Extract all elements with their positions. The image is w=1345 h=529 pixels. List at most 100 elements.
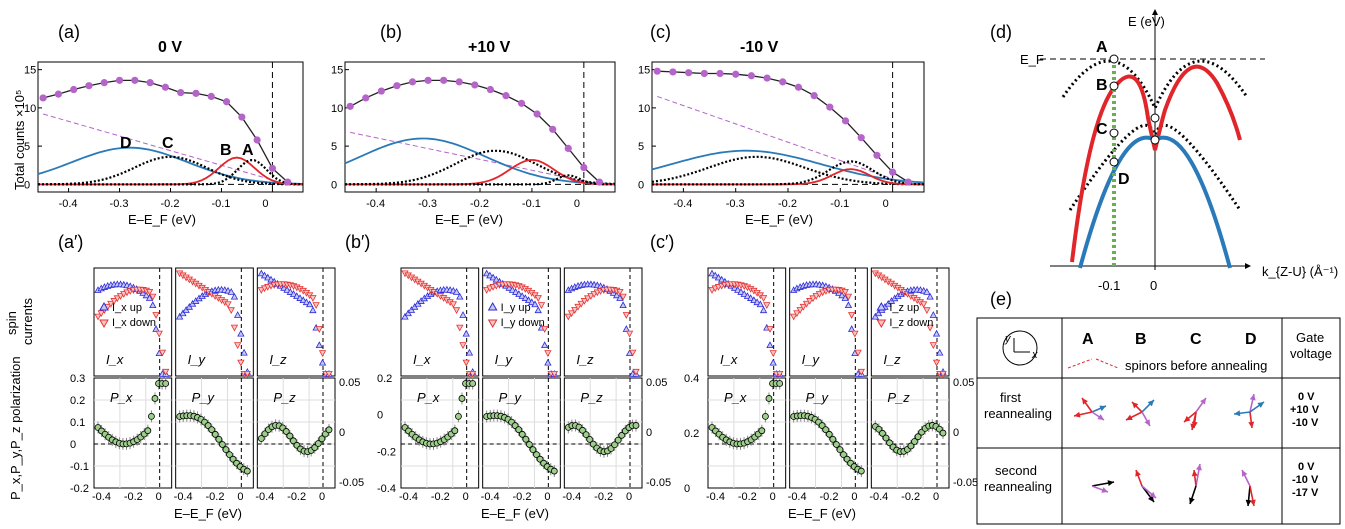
data-point bbox=[685, 69, 693, 77]
pol-point bbox=[825, 430, 833, 438]
spin-down-marker bbox=[796, 307, 804, 314]
data-point bbox=[889, 168, 897, 176]
pol-subpanel bbox=[870, 377, 950, 489]
pol-point bbox=[286, 432, 294, 440]
pol-x-tick: 0 bbox=[156, 491, 162, 503]
spin-up-marker bbox=[142, 291, 151, 299]
spin-subpanel bbox=[400, 267, 480, 377]
pol-point bbox=[215, 435, 223, 443]
data-point bbox=[408, 78, 417, 86]
legend-up-marker bbox=[876, 301, 887, 311]
pol-right-tick: 0.05 bbox=[339, 377, 360, 389]
spin-up-marker bbox=[711, 271, 719, 279]
pol-point bbox=[758, 427, 766, 435]
legend-down-marker bbox=[99, 319, 109, 329]
spin-down-marker bbox=[155, 330, 163, 338]
x-tick-label: 0 bbox=[262, 198, 268, 210]
spin-up-marker bbox=[932, 329, 941, 337]
panel-tag-a: (a) bbox=[58, 22, 80, 42]
spin-up-marker bbox=[708, 269, 716, 277]
pol-x-tick: -0.2 bbox=[738, 491, 757, 503]
pol-y-tick: 0.2 bbox=[377, 373, 392, 385]
spin-up-marker bbox=[462, 329, 470, 337]
top-frame-a bbox=[37, 61, 304, 193]
data-point bbox=[653, 67, 661, 75]
spin-down-marker bbox=[161, 368, 170, 376]
band-diagram: E (eV) E_F k_{Z-U} (Å⁻¹) -0.1 0 A B C D bbox=[1020, 9, 1338, 293]
x-tick-label: -0.2 bbox=[778, 198, 797, 210]
panel-tag-e: (e) bbox=[990, 289, 1012, 309]
pol-x-tick: 0 bbox=[626, 491, 632, 503]
data-point bbox=[826, 103, 834, 111]
spin-up-marker bbox=[612, 291, 621, 299]
spin-up-marker bbox=[759, 306, 768, 314]
spin-sub-label: I_y bbox=[495, 352, 514, 367]
pol-x-tick: -0.4 bbox=[788, 491, 807, 503]
background-line bbox=[42, 113, 288, 185]
data-point bbox=[486, 85, 494, 94]
spin-down-marker bbox=[844, 293, 853, 301]
spin-up-marker bbox=[746, 294, 755, 301]
pol-right-tick: 0 bbox=[953, 427, 959, 439]
row1-v2: -10 V bbox=[1292, 417, 1319, 429]
spin-currents-label: spin bbox=[4, 311, 19, 335]
pol-right-tick: 0 bbox=[339, 427, 345, 439]
bottom-x-label: E–E_F (eV) bbox=[788, 506, 856, 521]
pol-subpanel bbox=[175, 377, 254, 489]
k-tick-0: 0 bbox=[1150, 278, 1157, 293]
col-d: D bbox=[1245, 331, 1257, 348]
spin-up-marker bbox=[926, 292, 934, 300]
spin-down-marker bbox=[110, 298, 118, 305]
spin-up-marker bbox=[264, 273, 272, 281]
pol-point bbox=[911, 438, 918, 445]
spin-up-marker bbox=[750, 296, 758, 304]
row1-v1: +10 V bbox=[1290, 404, 1320, 416]
data-point bbox=[177, 88, 185, 97]
data-point bbox=[794, 83, 803, 91]
voltage-label-a: 0 V bbox=[158, 39, 182, 56]
spin-up-marker bbox=[315, 341, 324, 349]
spin-up-marker bbox=[847, 325, 856, 332]
spin-subpanel bbox=[707, 267, 787, 377]
spin-up-marker bbox=[734, 286, 742, 293]
spin-down-marker bbox=[847, 312, 856, 319]
y-tick-label: 10 bbox=[24, 103, 36, 115]
data-point bbox=[700, 69, 708, 78]
spin-down-marker bbox=[97, 310, 105, 318]
data-point bbox=[549, 125, 557, 133]
spin-subpanel bbox=[789, 267, 868, 377]
pol-point bbox=[515, 426, 523, 434]
spin-up-marker bbox=[515, 290, 523, 297]
lower-dotted-band bbox=[1068, 123, 1242, 211]
pol-point bbox=[907, 442, 915, 450]
spin-down-marker bbox=[227, 307, 235, 315]
spin-up-marker bbox=[743, 292, 752, 299]
panel-tag-a-prime: (a′) bbox=[58, 232, 83, 252]
spinor-arrow-head bbox=[1099, 405, 1106, 412]
spin-down-marker bbox=[766, 326, 774, 333]
spin-down-marker bbox=[632, 368, 640, 376]
peak-fit-0 bbox=[37, 146, 304, 185]
pol-point bbox=[582, 431, 590, 439]
spin-currents-label-2: currents bbox=[20, 298, 35, 345]
data-point bbox=[873, 151, 881, 159]
pol-point bbox=[765, 395, 773, 402]
pol-x-tick: -0.4 bbox=[174, 491, 193, 503]
spin-down-marker bbox=[456, 324, 464, 332]
spin-down-marker bbox=[789, 313, 798, 321]
pol-point bbox=[257, 435, 265, 442]
ef-label: E_F bbox=[1020, 52, 1044, 67]
spin-up-marker bbox=[871, 312, 880, 320]
pol-point bbox=[886, 439, 893, 447]
spin-up-marker bbox=[404, 309, 412, 317]
spin-down-marker bbox=[318, 350, 327, 357]
fit-line bbox=[42, 79, 289, 183]
spin-sub-label: I_z bbox=[883, 352, 901, 367]
pol-point bbox=[939, 429, 947, 437]
data-point bbox=[595, 178, 604, 186]
red-band bbox=[1070, 64, 1242, 263]
data-point bbox=[810, 92, 818, 100]
spin-down-marker bbox=[243, 370, 252, 378]
legend-up-marker bbox=[487, 301, 498, 311]
peak-fit-3 bbox=[652, 160, 925, 186]
